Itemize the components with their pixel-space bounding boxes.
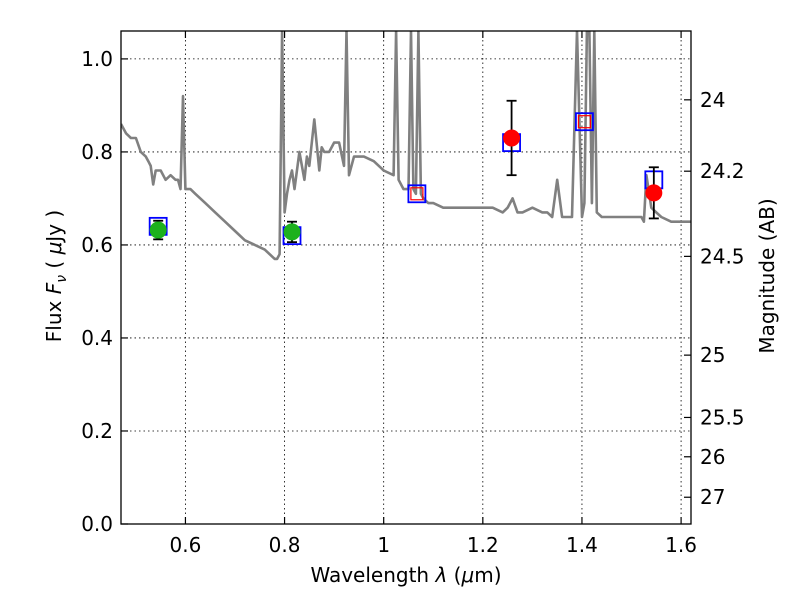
model-spectrum-line <box>121 31 691 261</box>
photometry-point <box>503 129 521 147</box>
y-tick-label: 0.8 <box>81 140 113 164</box>
y-tick-label: 1.0 <box>81 47 113 71</box>
x-tick-label: 1.6 <box>665 533 697 557</box>
x-tick-label: 1 <box>377 533 390 557</box>
y-tick-label: 0.6 <box>81 233 113 257</box>
model-photometry-square <box>407 184 427 204</box>
y2-tick-label: 25.5 <box>700 405 745 429</box>
y2-tick-label: 25 <box>700 343 725 367</box>
y-axis-label: Flux Fν ( μJy ) <box>42 210 70 342</box>
series-layer <box>121 31 691 261</box>
y2-tick-label: 24.2 <box>700 159 745 183</box>
photometry-point <box>149 221 167 239</box>
x-tick-label: 0.8 <box>269 533 301 557</box>
grid-layer <box>121 31 691 524</box>
y2-tick-label: 26 <box>700 445 725 469</box>
ticks-layer: 0.6 0.8 1 1.2 1.4 1.6 0.0 0.2 0.4 0.6 0.8 1.0 24 24.2… <box>81 31 745 557</box>
x-tick-label: 0.6 <box>170 533 202 557</box>
model-photometry-square <box>575 112 594 132</box>
plot-frame <box>120 30 692 525</box>
photometry-point <box>645 184 663 202</box>
y2-axis-label: Magnitude (AB) <box>755 198 779 353</box>
x-axis-label: Wavelength λ (μm) <box>310 563 501 587</box>
photometry-point <box>283 223 301 241</box>
y2-tick-label: 24 <box>700 88 725 112</box>
upper-limit-square <box>410 187 424 201</box>
y-tick-label: 0.2 <box>81 419 113 443</box>
upper-limit-square <box>577 115 592 129</box>
y2-tick-label: 24.5 <box>700 244 745 268</box>
y2-tick-label: 27 <box>700 485 725 509</box>
y-tick-label: 0.4 <box>81 326 113 350</box>
x-tick-label: 1.2 <box>467 533 499 557</box>
y-tick-label: 0.0 <box>81 512 113 536</box>
x-tick-label: 1.4 <box>566 533 598 557</box>
